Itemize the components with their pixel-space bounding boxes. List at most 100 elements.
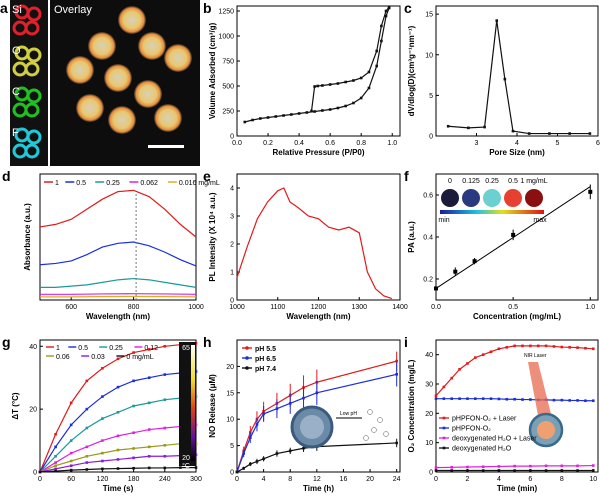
data-point (132, 404, 135, 408)
x-tick-label: 0.0 (431, 304, 441, 311)
x-tick-label: 10 (589, 476, 597, 483)
data-point (513, 344, 516, 348)
colorbar-min-label: min (438, 217, 449, 224)
data-point (434, 469, 438, 472)
legend-label: 0.12 (144, 345, 158, 352)
data-point (274, 115, 278, 118)
x-tick-label: 1300 (351, 304, 367, 311)
x-tick-label: 0.0 (232, 140, 242, 147)
x-axis-label: Relative Pressure (P/P0) (272, 148, 364, 157)
colorbar-unit-label: °C (182, 462, 190, 470)
data-point (495, 19, 499, 22)
data-point (54, 461, 57, 464)
data-point (258, 117, 262, 120)
data-point (466, 465, 469, 469)
legend-label: 0.03 (91, 354, 105, 361)
particle (26, 47, 42, 63)
data-point (242, 467, 245, 470)
y-tick-label: 2 (230, 242, 234, 249)
particle (24, 102, 40, 118)
data-point (380, 24, 383, 28)
panel-letter-g: g (2, 334, 11, 350)
nanoparticle (134, 80, 162, 108)
data-point (375, 49, 379, 53)
data-point (497, 469, 501, 472)
data-point (163, 373, 167, 376)
data-point (481, 465, 485, 469)
x-tick-label: 1100 (270, 304, 285, 311)
data-point (235, 470, 239, 474)
colorbar-bottom-label: 20 (182, 455, 190, 462)
data-point (481, 469, 485, 472)
data-point (290, 113, 293, 116)
legend-label: 0.016 mg/mL (179, 180, 220, 187)
panel-letter-i: i (404, 334, 408, 350)
y-axis-label: ΔT (°C) (11, 392, 20, 420)
nanoparticle (66, 56, 94, 84)
data-point (576, 346, 579, 349)
no-molecule (363, 435, 369, 441)
data-point (85, 468, 89, 471)
data-point (54, 467, 57, 471)
y-axis-label: Volume Adsorbed (cm³/g) (208, 22, 217, 119)
x-tick-label: 1000 (188, 304, 204, 311)
data-point (163, 443, 167, 447)
data-point (116, 385, 120, 389)
data-point (474, 356, 477, 359)
data-point (442, 385, 446, 389)
pa-colorbar (440, 210, 544, 214)
x-tick-label: 0.4 (294, 140, 304, 147)
data-point (344, 80, 347, 84)
data-point (249, 436, 252, 439)
data-point (163, 398, 167, 402)
legend-label: 0.06 (56, 354, 70, 361)
particle (26, 6, 42, 22)
data-point (116, 434, 120, 438)
laser-beam (528, 362, 554, 426)
x-tick-label: 6 (528, 476, 532, 483)
data-point (336, 106, 340, 110)
legend-label: deoxygenated H₂O (452, 446, 512, 453)
data-point (544, 464, 548, 468)
data-point (352, 101, 355, 105)
data-point (297, 112, 301, 115)
data-point (101, 451, 104, 455)
y-tick-label: 500 (222, 84, 234, 91)
data-point (302, 396, 305, 400)
data-point (69, 468, 73, 472)
data-point (591, 469, 595, 472)
data-point (434, 394, 438, 398)
data-point (147, 428, 151, 431)
data-point (591, 399, 595, 403)
x-tick-label: 4 (262, 476, 266, 483)
chart-c: 3 4 5 6 0 5 10 15 Pore Size (nm) dV/dlog(D)(cm³g⁻… (407, 5, 600, 157)
data-point (591, 464, 595, 467)
series-line-pH 6.5 (236, 373, 397, 473)
overlay-label: Overlay (54, 4, 92, 16)
plot-frame (236, 173, 401, 301)
x-tick-label: 16 (340, 476, 348, 483)
data-point (568, 132, 571, 135)
x-tick-label: 0.2 (263, 140, 273, 147)
data-point (552, 345, 556, 348)
y-tick-label: 0 (429, 134, 433, 141)
data-point (288, 402, 292, 405)
data-point (568, 399, 571, 402)
x-axis-label: Time (h) (303, 484, 334, 493)
data-point (147, 454, 151, 458)
chart-b: 0.0 0.2 0.4 0.6 0.8 1.0 0 250 500 750 1000 1250 Rela… (208, 5, 401, 157)
legend-label: 0.5 (76, 180, 86, 187)
x-tick-label: 20 (366, 476, 374, 483)
data-point (529, 344, 532, 348)
channel-o-label: O (12, 45, 21, 57)
x-tick-label: 24 (393, 476, 401, 483)
data-point (560, 464, 564, 468)
nanoparticle (154, 104, 182, 132)
panel-letter-b: b (203, 0, 212, 16)
data-point (147, 445, 151, 449)
plot-frame (236, 339, 401, 473)
data-point (359, 76, 363, 80)
nanoparticle-core (537, 421, 555, 439)
data-point (472, 259, 477, 264)
